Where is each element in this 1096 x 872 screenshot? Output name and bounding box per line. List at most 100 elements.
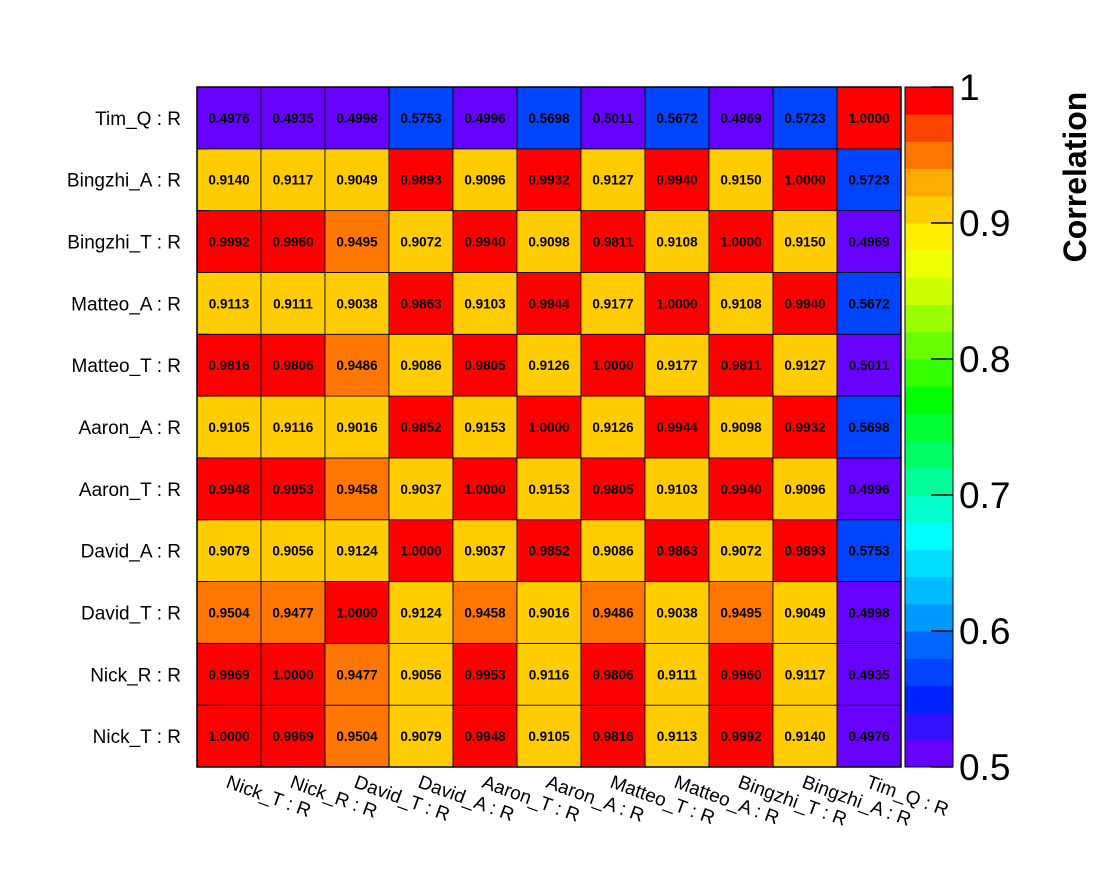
cell-value-label: 0.9940 <box>784 296 825 311</box>
cell-value-label: 0.9126 <box>528 358 570 373</box>
heatmap-cell <box>708 395 774 459</box>
cell-value-label: 0.9049 <box>336 173 377 188</box>
heatmap-cell <box>836 86 902 150</box>
heatmap-cell <box>196 581 262 644</box>
cell-value-label: 0.5011 <box>849 358 890 373</box>
cell-value-label: 0.9893 <box>400 173 442 188</box>
cell-value-label: 0.9103 <box>464 296 506 311</box>
heatmap-cell <box>516 395 582 459</box>
heatmap-cell <box>388 333 454 397</box>
cell-value-label: 0.9863 <box>656 544 698 559</box>
cell-value-label: 1.0000 <box>784 173 825 188</box>
heatmap-cell <box>260 395 326 459</box>
colorbar-segment <box>905 685 953 714</box>
cell-value-label: 0.9477 <box>272 605 313 620</box>
colorbar-segment <box>905 576 953 605</box>
heatmap-cell <box>644 86 710 150</box>
colorbar-segment <box>905 631 953 659</box>
cell-value-label: 0.9863 <box>400 296 442 311</box>
heatmap-cell <box>260 86 326 150</box>
cell-value-label: 0.4935 <box>272 111 314 126</box>
heatmap-cell <box>836 395 902 459</box>
heatmap-cell <box>708 642 774 706</box>
heatmap-cell <box>196 519 262 582</box>
cell-value-label: 1.0000 <box>400 544 441 559</box>
cell-value-label: 0.9486 <box>336 358 378 373</box>
colorbar-segment <box>905 522 953 550</box>
cell-value-label: 0.9960 <box>720 667 761 682</box>
y-tick-label: David_A : R <box>81 542 181 563</box>
colorbar-tick-label: 0.7 <box>959 475 1010 516</box>
heatmap-cell <box>516 86 582 150</box>
cell-value-label: 0.9953 <box>464 667 506 682</box>
colorbar-tick-label: 0.9 <box>959 203 1010 244</box>
cell-value-label: 0.9126 <box>592 420 634 435</box>
y-tick-label: Bingzhi_T : R <box>67 233 181 254</box>
colorbar-segment <box>905 739 953 768</box>
heatmap-cell <box>260 704 326 768</box>
heatmap-cell <box>708 457 774 521</box>
cell-value-label: 0.5723 <box>784 111 826 126</box>
cell-value-label: 0.9038 <box>336 296 378 311</box>
y-tick-label: Matteo_A : R <box>71 294 181 315</box>
heatmap-cell <box>580 333 646 397</box>
cell-value-label: 0.9103 <box>656 482 698 497</box>
cell-value-label: 0.9072 <box>400 235 441 250</box>
cell-value-label: 0.9056 <box>272 544 314 559</box>
cell-value-label: 0.5011 <box>593 111 634 126</box>
heatmap-cell <box>452 704 518 768</box>
cell-value-label: 0.9960 <box>272 235 313 250</box>
cell-value-label: 0.9177 <box>592 296 633 311</box>
heatmap-cell <box>836 272 902 335</box>
cell-value-label: 0.9953 <box>272 482 314 497</box>
cell-value-label: 0.9805 <box>464 358 506 373</box>
cell-value-label: 0.9124 <box>336 544 378 559</box>
heatmap-cell <box>644 333 710 397</box>
heatmap-cell <box>324 86 390 150</box>
heatmap-cell <box>836 333 902 397</box>
cell-value-label: 0.4976 <box>208 111 250 126</box>
cell-value-label: 0.9079 <box>208 544 249 559</box>
heatmap-cell <box>772 148 838 212</box>
cell-value-label: 0.9111 <box>273 296 313 311</box>
heatmap-cell <box>388 519 454 582</box>
colorbar-segment <box>905 114 953 142</box>
colorbar: 0.5 0.6 0.7 0.8 0.9 1 <box>904 67 1010 788</box>
cell-value-label: 0.9127 <box>592 173 633 188</box>
heatmap-cell <box>772 86 838 150</box>
cell-value-label: 0.9056 <box>400 667 442 682</box>
heatmap-cell <box>452 86 518 150</box>
cell-value-label: 0.9117 <box>273 173 314 188</box>
y-tick-label: Nick_T : R <box>93 727 181 748</box>
heatmap-cell <box>196 642 262 706</box>
cell-value-label: 0.9127 <box>784 358 825 373</box>
colorbar-segment <box>905 359 953 387</box>
cell-value-label: 0.9852 <box>528 544 569 559</box>
cell-value-label: 0.9811 <box>721 358 762 373</box>
heatmap-cell <box>452 457 518 521</box>
cell-value-label: 0.4996 <box>848 482 890 497</box>
heatmap-cell <box>388 148 454 212</box>
colorbar-segment <box>905 549 953 578</box>
cell-value-label: 0.9177 <box>656 358 697 373</box>
cell-value-label: 0.9038 <box>656 605 698 620</box>
heatmap-cell <box>452 581 518 644</box>
cell-value-label: 0.9098 <box>528 235 570 250</box>
heatmap-cell <box>516 642 582 706</box>
heatmap-cell <box>836 210 902 273</box>
heatmap-cell <box>580 86 646 150</box>
heatmap-cell <box>772 210 838 273</box>
cell-value-label: 0.9992 <box>720 729 761 744</box>
cell-value-label: 0.9105 <box>208 420 250 435</box>
heatmap-cell <box>388 704 454 768</box>
heatmap-cell <box>708 333 774 397</box>
plot-frame <box>196 86 902 768</box>
colorbar-segment <box>905 223 953 251</box>
heatmap-cell <box>324 519 390 582</box>
colorbar-segment <box>905 658 953 686</box>
y-tick-label: Tim_Q : R <box>95 109 181 130</box>
heatmap-cell <box>452 642 518 706</box>
heatmap-cell <box>452 148 518 212</box>
cell-value-label: 1.0000 <box>528 420 569 435</box>
cell-value-label: 0.5753 <box>848 544 890 559</box>
